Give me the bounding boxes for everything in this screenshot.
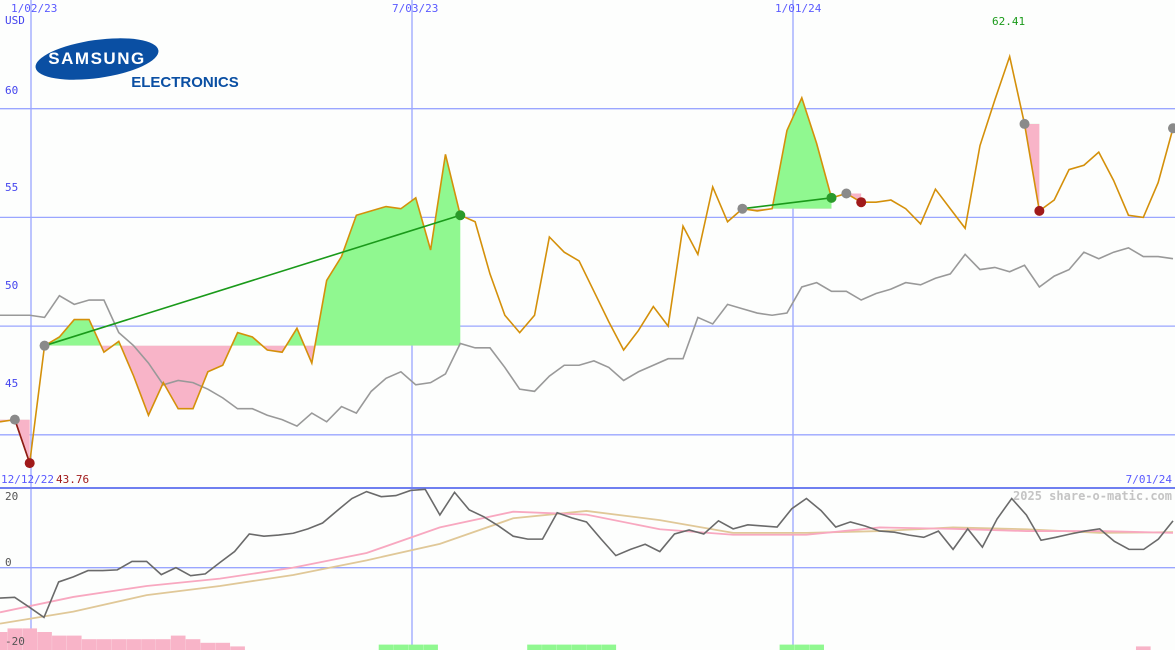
histogram-bar (52, 635, 67, 650)
histogram-bar (185, 639, 201, 650)
histogram-bar (141, 639, 156, 650)
low-label: 43.76 (56, 473, 89, 486)
histogram-bar (0, 632, 8, 650)
trend-line (14, 419, 31, 464)
slow-average-line (0, 510, 1174, 625)
unit-label: USD (5, 14, 25, 27)
relative-line (0, 246, 1174, 428)
y-tick-label: 45 (5, 377, 18, 390)
histogram-bar (22, 628, 38, 650)
fast-average-line (0, 510, 1174, 614)
histogram-bar (111, 639, 127, 650)
x-tick-label: 1/01/24 (775, 2, 822, 15)
gain-area (742, 97, 832, 209)
histogram-bar (809, 644, 824, 650)
histogram-bar (200, 642, 216, 650)
series-lines (0, 53, 1174, 625)
samsung-logo: SAMSUNG ELECTRONICS (35, 38, 239, 91)
logo-sub: ELECTRONICS (131, 74, 239, 91)
histogram-bar (601, 644, 617, 650)
histogram-bar (126, 639, 141, 650)
histogram-bar (794, 644, 810, 650)
sell-signal-marker (24, 458, 35, 469)
histogram-bar (408, 644, 424, 650)
y-tick-label: 50 (5, 279, 18, 292)
histogram-bar (96, 639, 112, 650)
y-tick-label: 60 (5, 84, 18, 97)
neutral-signal-marker (737, 203, 748, 214)
histogram-bar (542, 644, 557, 650)
histogram-bar (7, 628, 23, 650)
histogram-bar (423, 644, 438, 650)
trend-line (742, 197, 832, 210)
histogram-bar (527, 644, 542, 650)
trend-line (44, 214, 461, 347)
histogram-bar (170, 635, 186, 650)
histogram-bar (81, 639, 97, 650)
logo-brand: SAMSUNG (48, 49, 145, 68)
histogram-bar (37, 632, 52, 650)
histogram-bar (215, 642, 231, 650)
osc-y-tick-label: -20 (5, 635, 25, 648)
price-line (0, 53, 1174, 464)
histogram-bar (556, 644, 572, 650)
neutral-signal-marker (9, 414, 20, 425)
osc-y-tick-label: 0 (5, 556, 12, 569)
x-tick-label: 1/02/23 (11, 2, 57, 15)
histogram-bar (393, 644, 409, 650)
sell-signal-marker (1034, 205, 1045, 216)
gain-area (44, 154, 461, 346)
histogram-bar (779, 644, 795, 650)
logo-ellipse (35, 38, 159, 80)
histogram-bar (378, 644, 394, 650)
neutral-signal-marker (841, 188, 852, 199)
y-tick-label: 55 (5, 181, 18, 194)
histogram-bar (155, 639, 171, 650)
histogram-bar (230, 646, 245, 650)
oscillator-line (0, 488, 1174, 619)
histogram-bar (1135, 646, 1151, 650)
buy-signal-marker (826, 192, 837, 203)
high-label: 62.41 (992, 15, 1025, 28)
start-date-label: 12/12/22 (1, 473, 54, 486)
loss-area (0, 419, 30, 464)
watermark: 2025 share-o-matic.com (1013, 489, 1172, 503)
osc-y-tick-label: 20 (5, 490, 18, 503)
histogram-bar (571, 644, 587, 650)
histogram-bar (586, 644, 602, 650)
neutral-signal-marker (1168, 123, 1175, 134)
neutral-signal-marker (39, 340, 50, 351)
neutral-signal-marker (1019, 118, 1030, 129)
sell-signal-marker (856, 197, 867, 208)
x-tick-label: 7/03/23 (392, 2, 438, 15)
buy-signal-marker (455, 210, 466, 221)
end-date-label: 7/01/24 (1126, 473, 1173, 486)
histogram-bar (66, 635, 82, 650)
signal-markers (9, 118, 1175, 469)
